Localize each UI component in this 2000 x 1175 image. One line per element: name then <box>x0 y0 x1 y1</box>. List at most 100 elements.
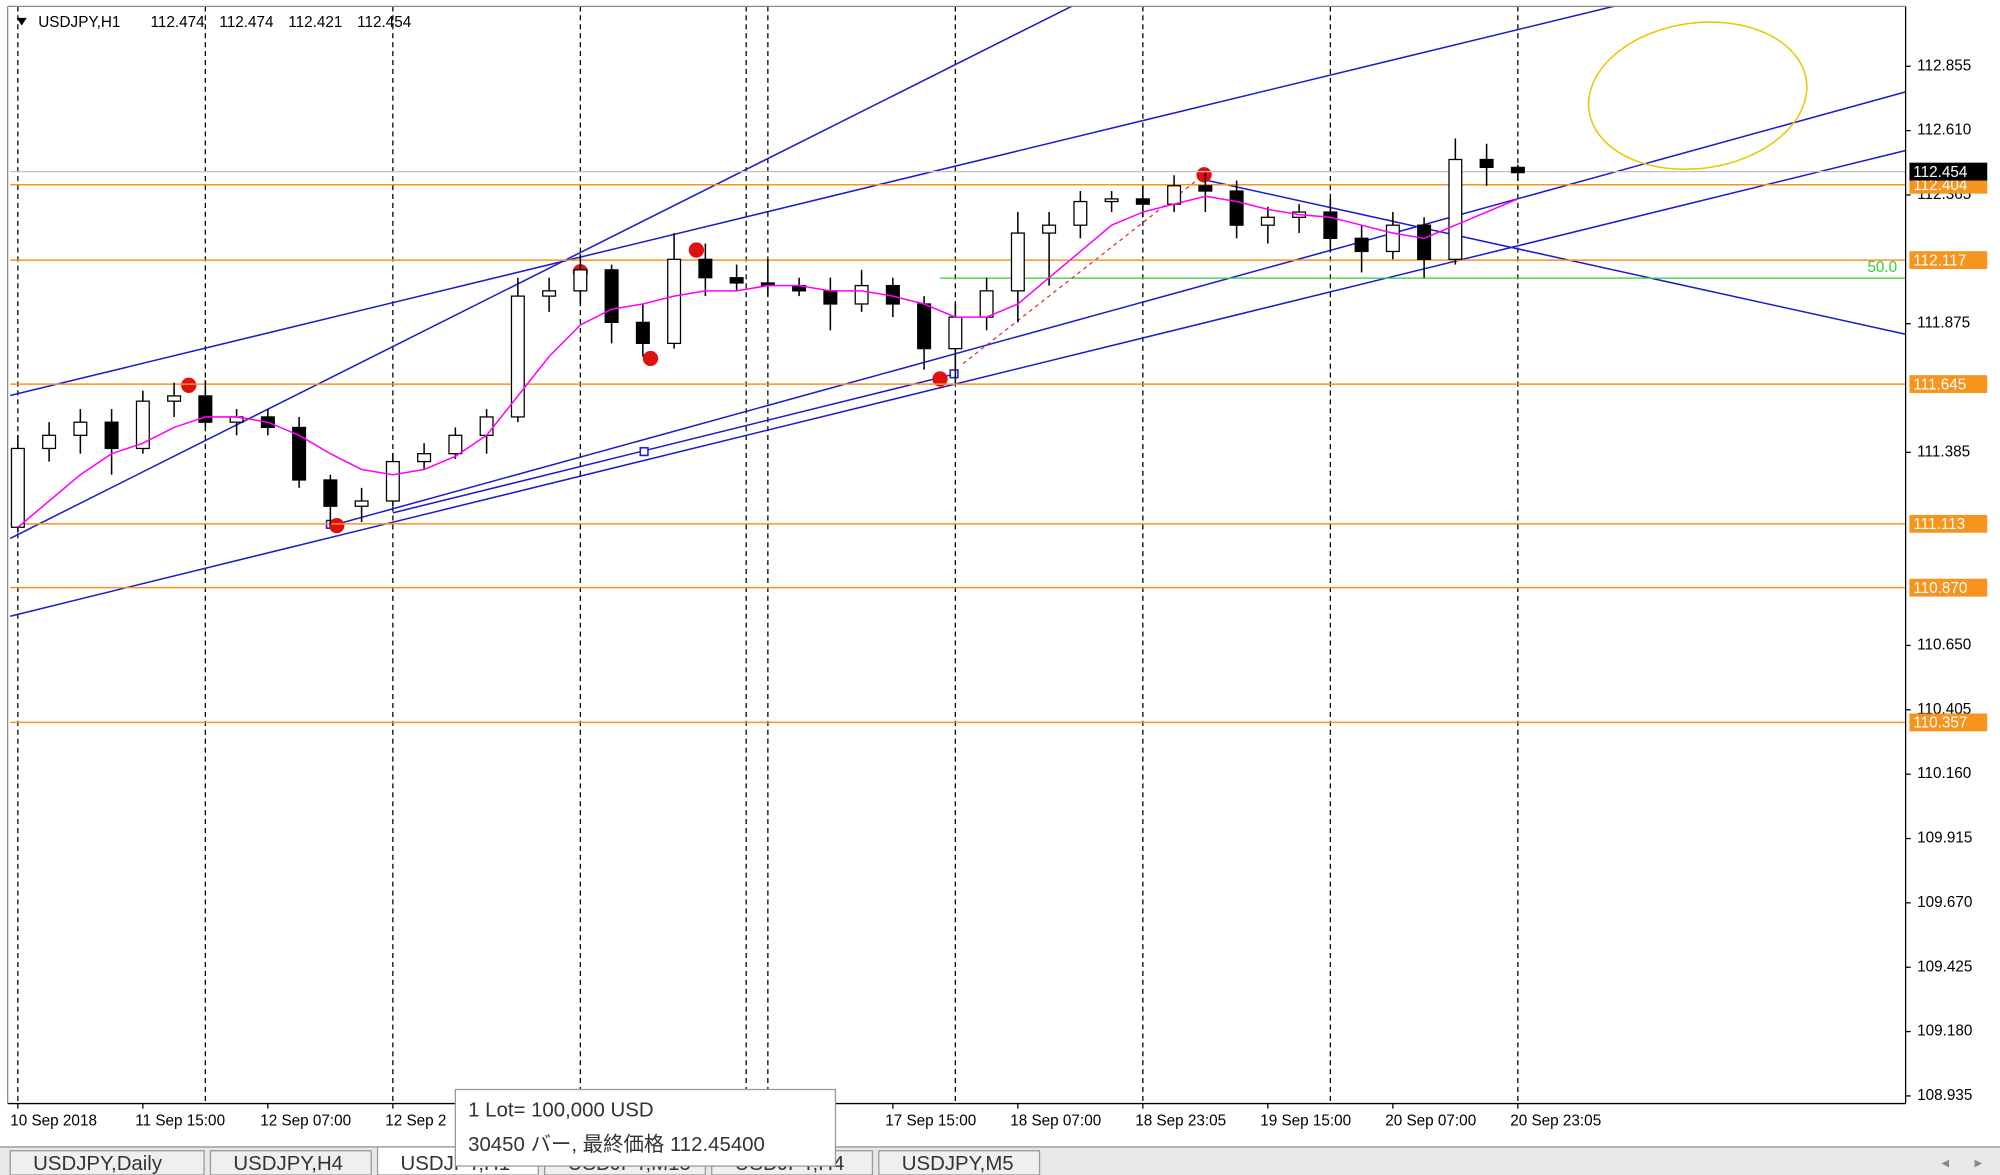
level-label: 112.117 <box>1913 252 1966 269</box>
trend-line <box>392 373 956 514</box>
x-tick-label: 12 Sep 07:00 <box>260 1112 351 1129</box>
candle-body <box>698 258 713 279</box>
x-tick-label: 18 Sep 07:00 <box>1010 1112 1101 1129</box>
level-label: 110.870 <box>1913 580 1967 597</box>
symbol: USDJPY,H1 <box>38 14 120 31</box>
tab[interactable] <box>878 1150 1041 1175</box>
anchor <box>639 447 649 457</box>
candle-body <box>1010 232 1025 292</box>
tab-label[interactable]: USDJPY,M5 <box>902 1153 1014 1175</box>
candle-body <box>73 421 88 436</box>
candle-body <box>104 421 119 450</box>
candle-body <box>1385 224 1400 253</box>
header: USDJPY,H1 112.474 112.474 112.421 112.45… <box>16 14 412 31</box>
x-tick-label: 20 Sep 23:05 <box>1510 1112 1601 1129</box>
trend-line <box>1198 177 1906 336</box>
y-tick-label: 110.160 <box>1917 765 1971 782</box>
candle-body <box>354 500 369 507</box>
candle-body <box>1260 216 1275 226</box>
scroll-right[interactable]: ▸ <box>1974 1155 1982 1172</box>
x-tick-label: 11 Sep 15:00 <box>135 1112 225 1129</box>
candles <box>10 138 1525 533</box>
last-price-box <box>1909 162 1988 181</box>
candle-body <box>635 321 650 345</box>
menu-triangle[interactable] <box>16 17 27 26</box>
y-tick-label: 110.650 <box>1917 637 1971 654</box>
x-tick-label: 12 Sep 2 <box>385 1112 446 1129</box>
trend-line <box>9 5 1072 540</box>
y-tick-label: 109.670 <box>1917 894 1972 911</box>
level-label: 111.645 <box>1913 376 1966 393</box>
level-label-box <box>1909 375 1988 394</box>
x-tick-label: 20 Sep 07:00 <box>1385 1112 1476 1129</box>
y-tick-label: 111.875 <box>1917 315 1970 332</box>
candle-body <box>1073 200 1088 226</box>
tab-label[interactable]: USDJPY,H4 <box>233 1153 343 1175</box>
level-label-box <box>1909 251 1988 270</box>
x-tick-label: 10 Sep 2018 <box>10 1112 97 1129</box>
axes: 112.855112.610112.365111.875111.385110.6… <box>7 5 1988 1129</box>
pivot-dot <box>329 517 345 534</box>
candle-body <box>1479 158 1494 169</box>
candle-body <box>1229 190 1244 226</box>
scroll-left[interactable]: ◂ <box>1941 1155 1949 1172</box>
tab-label[interactable]: USDJPY,Daily <box>33 1153 163 1175</box>
candle-body <box>854 284 869 305</box>
y-tick-label: 112.610 <box>1917 122 1971 139</box>
candle-body <box>167 395 182 402</box>
candle-body <box>10 447 25 528</box>
x-tick-label: 19 Sep 15:00 <box>1260 1112 1351 1129</box>
candle-body <box>448 434 463 455</box>
pivot-dot <box>932 371 948 387</box>
candle-body <box>198 395 213 423</box>
candle-body <box>510 295 525 418</box>
tooltip-line: 30450 バー, 最終価格 112.45400 <box>468 1133 765 1156</box>
candle-body <box>1448 158 1463 260</box>
y-tick-label: 109.180 <box>1917 1023 1972 1040</box>
y-tick-label: 112.855 <box>1917 57 1971 74</box>
candle-body <box>1042 224 1057 234</box>
level-label-box <box>1909 578 1988 597</box>
candle-body <box>1510 166 1525 174</box>
candle-body <box>42 434 57 450</box>
y-tick-label: 108.935 <box>1917 1087 1972 1104</box>
candle-body <box>1167 185 1182 205</box>
candle-body <box>292 426 307 481</box>
last-price-label: 112.454 <box>1913 164 1968 181</box>
y-tick-label: 111.385 <box>1917 443 1970 460</box>
candle-body <box>573 269 588 292</box>
candle-body <box>1135 198 1150 205</box>
anchor <box>949 369 959 379</box>
trend-lines <box>9 5 1906 617</box>
candle-body <box>479 416 494 436</box>
candle-body <box>604 269 619 324</box>
quote: 112.474 <box>151 14 206 31</box>
tooltip-box <box>454 1088 837 1167</box>
candle-body <box>323 479 338 507</box>
tooltip: 1 Lot= 100,000 USD 30450 バー, 最終価格 112.45… <box>454 1088 837 1167</box>
candle-body <box>729 277 744 284</box>
ellipse <box>1587 21 1808 171</box>
pivot-dot <box>1196 167 1212 183</box>
level-label-box <box>1909 514 1988 533</box>
level-label: 111.113 <box>1913 516 1965 533</box>
candle-body <box>417 453 432 463</box>
candle-body <box>979 290 994 318</box>
level-label: 112.404 <box>1913 177 1968 194</box>
candle-body <box>135 400 150 450</box>
level-label-box <box>1909 713 1988 732</box>
candle-body <box>1417 224 1432 260</box>
candle-body <box>917 303 932 350</box>
pivot-dot <box>642 350 659 367</box>
candle-body <box>1323 211 1338 239</box>
candle-body <box>542 290 557 297</box>
pivot-dots <box>181 167 1212 534</box>
tab[interactable] <box>209 1150 372 1175</box>
tab[interactable] <box>9 1150 205 1175</box>
pivot-dot <box>688 242 705 258</box>
tab-bar: ◂ ▸ USDJPY,DailyUSDJPY,H4USDJPY,H1USDJPY… <box>0 1146 2000 1175</box>
level-label: 110.357 <box>1913 715 1967 732</box>
trend-line <box>10 5 1614 397</box>
